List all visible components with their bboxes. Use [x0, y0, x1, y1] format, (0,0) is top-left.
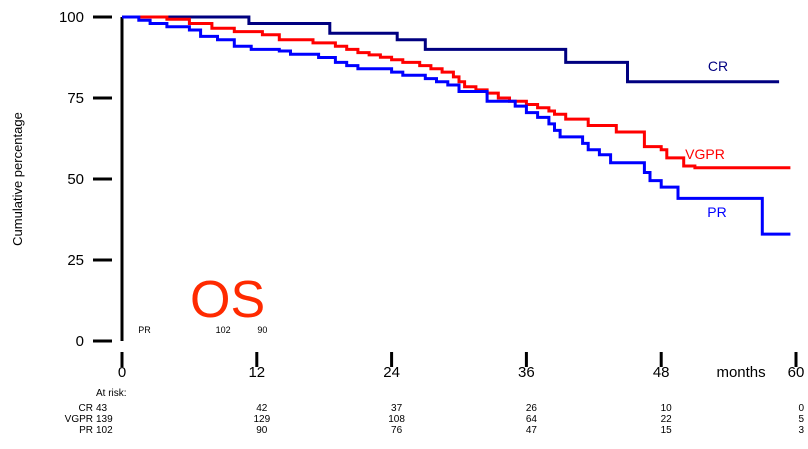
at-risk-value: 42	[256, 403, 268, 414]
series-label-vgpr: VGPR	[685, 146, 725, 162]
y-axis-title: Cumulative percentage	[10, 112, 25, 246]
y-tick-label: 0	[76, 333, 84, 350]
x-tick-label: 36	[518, 364, 535, 381]
x-tick-label: 60	[788, 364, 805, 381]
at-risk-value: 129	[253, 414, 270, 425]
ghost-label: PR	[138, 325, 151, 335]
at-risk-row-label: CR	[79, 403, 93, 414]
at-risk-row-label: VGPR	[65, 414, 93, 425]
at-risk-value: 22	[661, 414, 673, 425]
at-risk-value: 108	[388, 414, 405, 425]
overlay-title: OS	[190, 271, 265, 329]
at-risk-value: 10	[661, 403, 673, 414]
at-risk-value: 139	[96, 414, 113, 425]
at-risk-value: 76	[391, 425, 403, 436]
series-line-vgpr	[122, 15, 791, 170]
at-risk-value: 64	[526, 414, 538, 425]
at-risk-header: At risk:	[96, 388, 127, 399]
at-risk-value: 26	[526, 403, 538, 414]
at-risk-table: At risk:CR 43 42 37 26 10 0 VGPR 139 129 108 64 22 5 P…	[65, 388, 805, 436]
x-unit-label: months	[716, 364, 765, 381]
series-label-pr: PR	[707, 204, 726, 220]
x-tick-label: 48	[653, 364, 670, 381]
x-tick-label: 24	[383, 364, 400, 381]
at-risk-value: 43	[96, 403, 108, 414]
series-line-cr	[122, 15, 780, 84]
at-risk-value: 102	[96, 425, 113, 436]
at-risk-value: 0	[798, 403, 804, 414]
at-risk-row-label: PR	[79, 425, 93, 436]
chart-series	[122, 15, 791, 236]
y-tick-label: 100	[59, 9, 84, 26]
at-risk-value: 47	[526, 425, 538, 436]
y-tick-label: 75	[67, 90, 84, 107]
at-risk-value: 5	[798, 414, 804, 425]
at-risk-value: 3	[798, 425, 804, 436]
x-tick-label: 0	[118, 364, 126, 381]
at-risk-value: 15	[661, 425, 673, 436]
series-label-cr: CR	[708, 58, 728, 74]
ghost-value: 102	[216, 325, 231, 335]
chart-labels: PR 102 90 CR VGPR PR OS	[138, 58, 728, 335]
at-risk-value: 90	[256, 425, 268, 436]
series-line-pr	[122, 15, 791, 236]
at-risk-value: 37	[391, 403, 403, 414]
y-tick-label: 25	[67, 252, 84, 269]
y-tick-label: 50	[67, 171, 84, 188]
chart-axes: 0 25 50 75 100 Cumulative percentage 0 12 24 36 48…	[10, 9, 804, 381]
ghost-value: 90	[257, 325, 267, 335]
x-tick-label: 12	[248, 364, 265, 381]
